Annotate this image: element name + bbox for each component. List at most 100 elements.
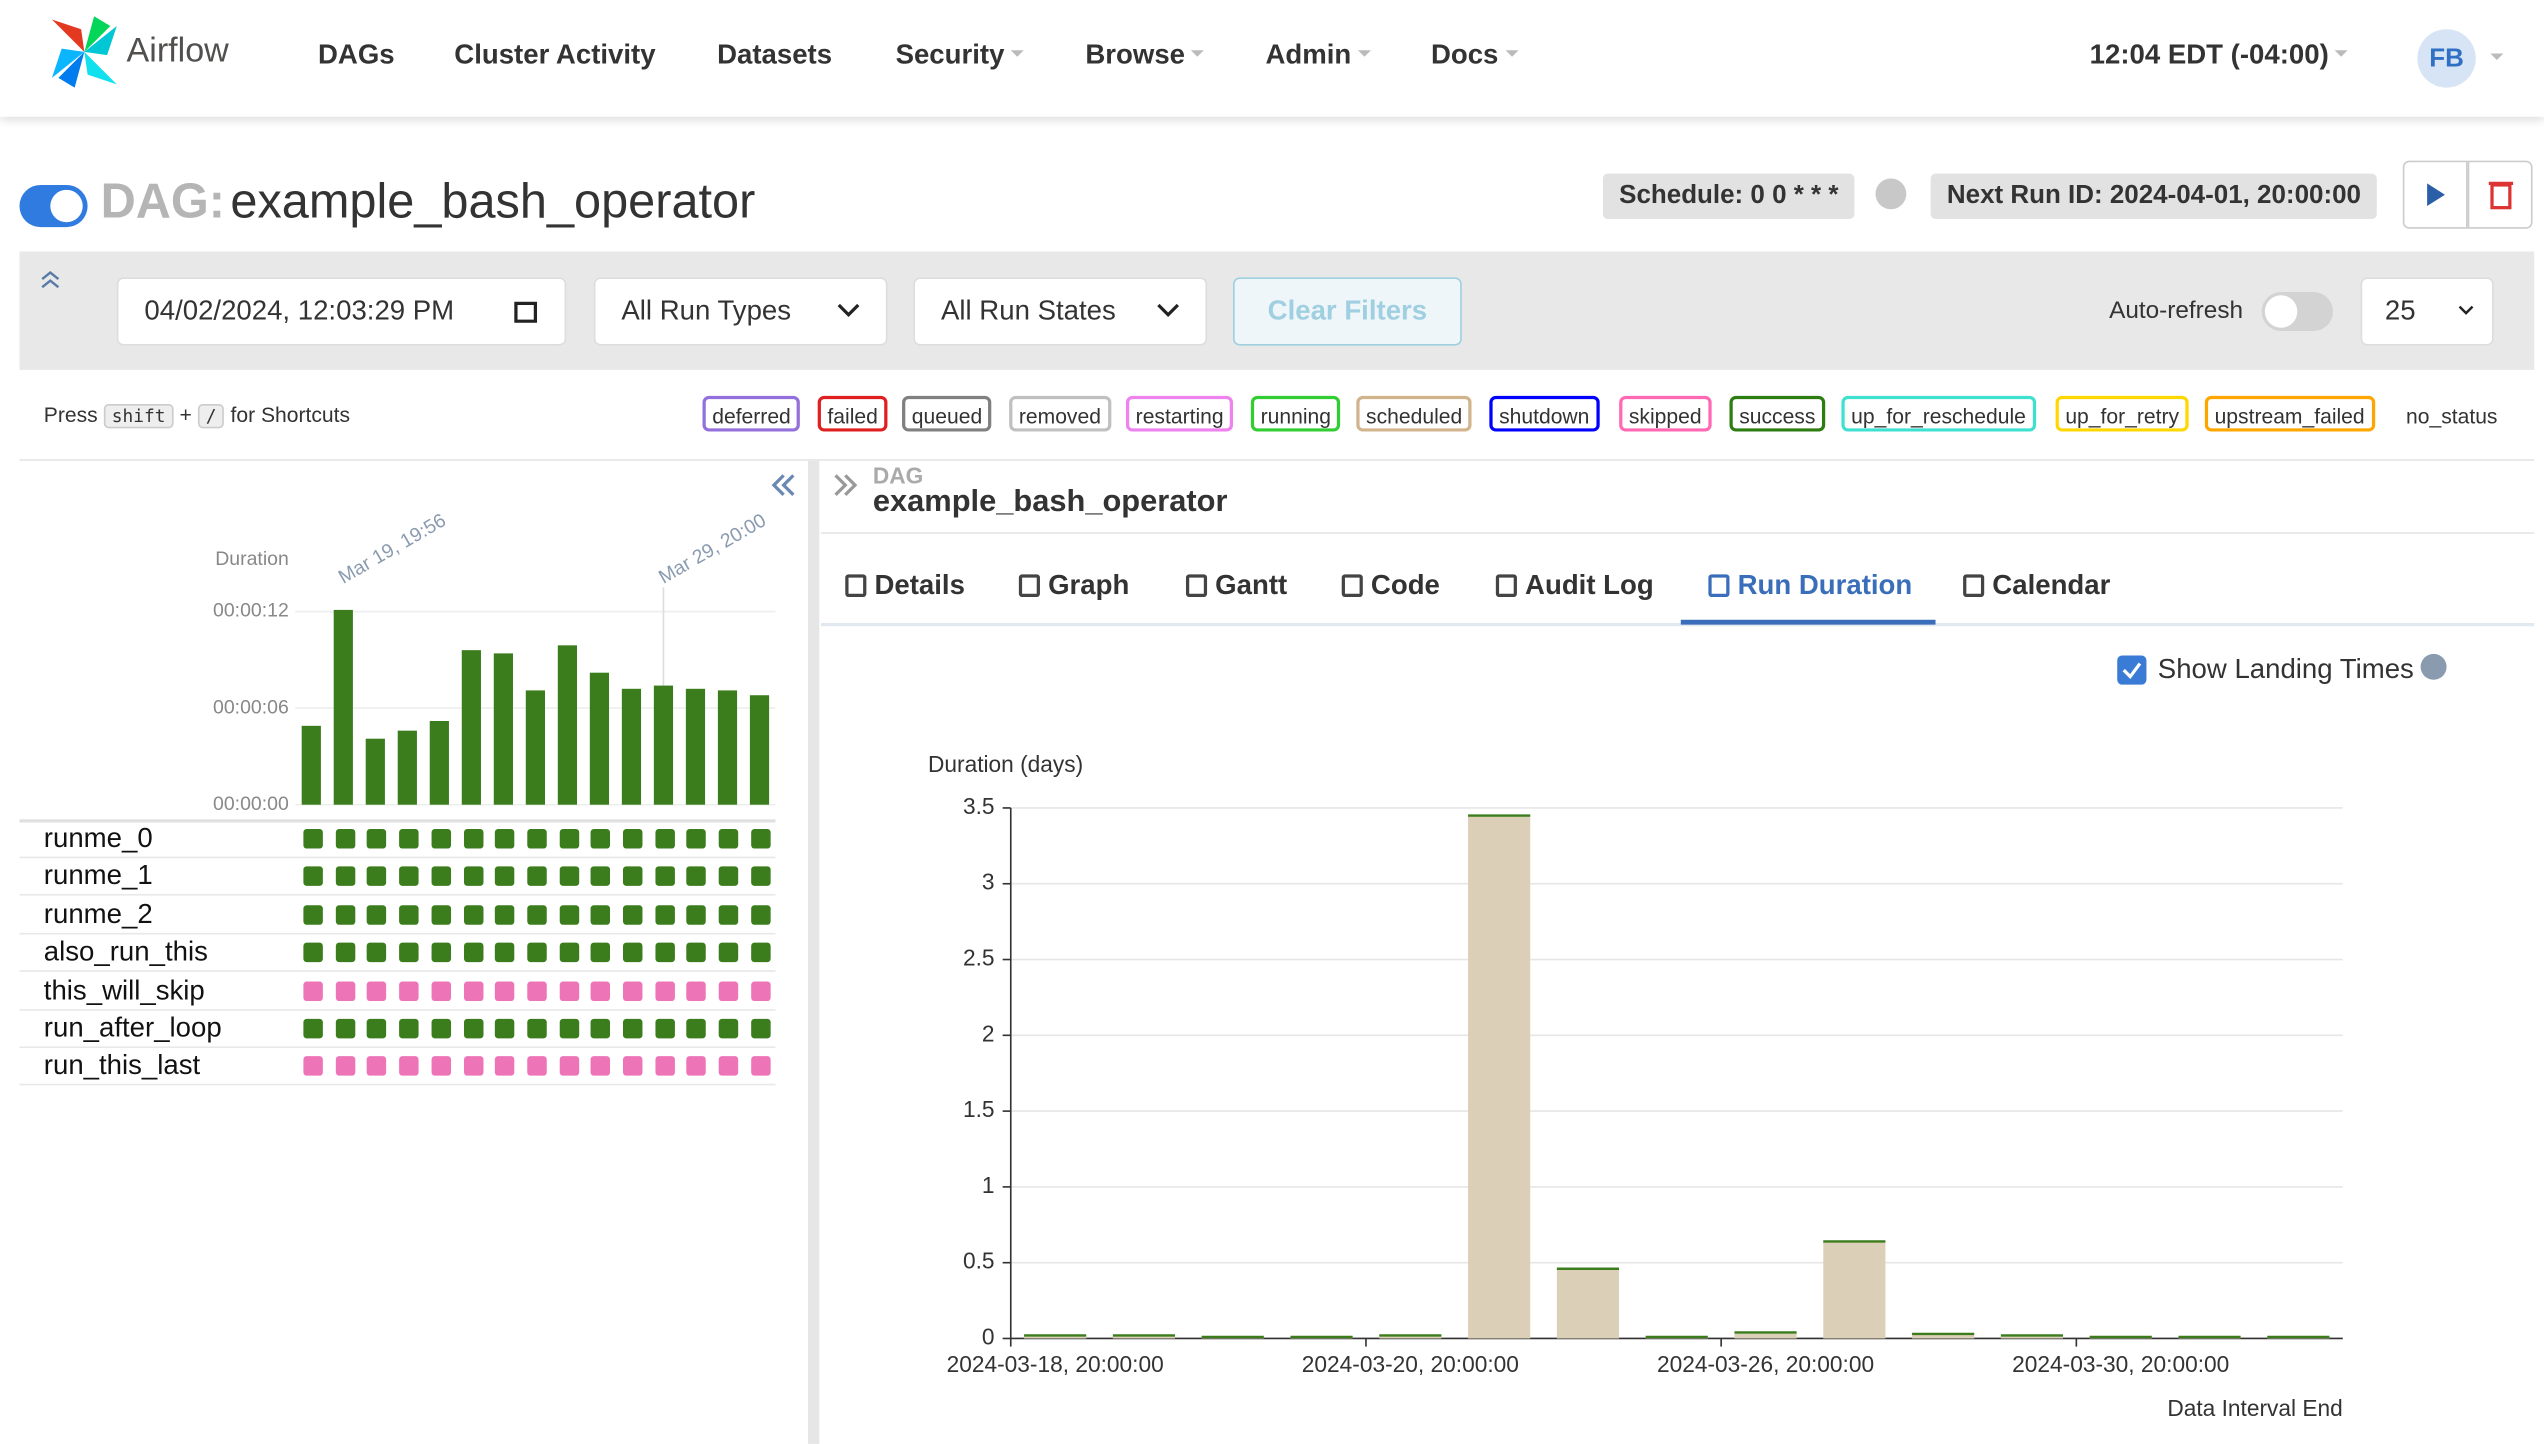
task-instance[interactable]	[687, 981, 706, 1000]
task-instance[interactable]	[431, 1019, 450, 1038]
tab[interactable]: Details	[874, 569, 964, 601]
task-instance[interactable]	[367, 981, 386, 1000]
tab[interactable]: Audit Log	[1525, 569, 1654, 601]
task-instance[interactable]	[623, 1019, 642, 1038]
task-name[interactable]: runme_2	[44, 898, 153, 930]
task-name[interactable]: run_this_last	[44, 1050, 200, 1082]
task-instance[interactable]	[751, 1019, 770, 1038]
task-instance[interactable]	[367, 1057, 386, 1076]
task-instance[interactable]	[655, 943, 674, 962]
task-instance[interactable]	[559, 981, 578, 1000]
task-instance[interactable]	[719, 981, 738, 1000]
task-instance[interactable]	[751, 943, 770, 962]
task-instance[interactable]	[559, 1019, 578, 1038]
task-instance[interactable]	[495, 943, 514, 962]
task-instance[interactable]	[335, 1057, 354, 1076]
task-instance[interactable]	[367, 867, 386, 886]
tab[interactable]: Calendar	[1992, 569, 2110, 601]
task-instance[interactable]	[303, 867, 322, 886]
task-instance[interactable]	[431, 943, 450, 962]
task-instance[interactable]	[719, 1019, 738, 1038]
task-instance[interactable]	[687, 943, 706, 962]
task-instance[interactable]	[527, 981, 546, 1000]
task-instance[interactable]	[431, 905, 450, 924]
task-instance[interactable]	[687, 1057, 706, 1076]
tab[interactable]: Gantt	[1215, 569, 1287, 601]
task-instance[interactable]	[623, 905, 642, 924]
task-instance[interactable]	[495, 981, 514, 1000]
task-instance[interactable]	[591, 867, 610, 886]
task-instance[interactable]	[655, 829, 674, 848]
task-instance[interactable]	[751, 905, 770, 924]
task-instance[interactable]	[527, 943, 546, 962]
task-instance[interactable]	[687, 905, 706, 924]
task-instance[interactable]	[367, 829, 386, 848]
task-instance[interactable]	[495, 1057, 514, 1076]
task-instance[interactable]	[527, 1057, 546, 1076]
task-instance[interactable]	[335, 905, 354, 924]
task-instance[interactable]	[335, 1019, 354, 1038]
task-instance[interactable]	[751, 829, 770, 848]
task-instance[interactable]	[687, 829, 706, 848]
task-instance[interactable]	[623, 943, 642, 962]
task-instance[interactable]	[431, 829, 450, 848]
task-instance[interactable]	[591, 981, 610, 1000]
task-instance[interactable]	[463, 943, 482, 962]
task-instance[interactable]	[559, 1057, 578, 1076]
task-instance[interactable]	[463, 829, 482, 848]
task-instance[interactable]	[367, 943, 386, 962]
task-instance[interactable]	[559, 829, 578, 848]
task-instance[interactable]	[303, 1057, 322, 1076]
task-instance[interactable]	[463, 1019, 482, 1038]
task-instance[interactable]	[431, 981, 450, 1000]
task-instance[interactable]	[591, 829, 610, 848]
task-instance[interactable]	[655, 1057, 674, 1076]
task-instance[interactable]	[527, 867, 546, 886]
task-instance[interactable]	[623, 867, 642, 886]
task-instance[interactable]	[655, 867, 674, 886]
task-instance[interactable]	[303, 905, 322, 924]
task-instance[interactable]	[719, 905, 738, 924]
task-instance[interactable]	[719, 867, 738, 886]
task-name[interactable]: run_after_loop	[44, 1012, 222, 1044]
task-instance[interactable]	[303, 1019, 322, 1038]
task-instance[interactable]	[335, 829, 354, 848]
task-instance[interactable]	[559, 943, 578, 962]
task-instance[interactable]	[527, 905, 546, 924]
task-instance[interactable]	[399, 905, 418, 924]
task-instance[interactable]	[303, 829, 322, 848]
task-instance[interactable]	[495, 867, 514, 886]
task-instance[interactable]	[623, 1057, 642, 1076]
task-instance[interactable]	[431, 867, 450, 886]
task-instance[interactable]	[527, 829, 546, 848]
task-instance[interactable]	[687, 1019, 706, 1038]
task-instance[interactable]	[367, 1019, 386, 1038]
task-instance[interactable]	[591, 905, 610, 924]
task-instance[interactable]	[623, 981, 642, 1000]
task-instance[interactable]	[463, 905, 482, 924]
task-instance[interactable]	[399, 981, 418, 1000]
task-instance[interactable]	[751, 1057, 770, 1076]
task-instance[interactable]	[719, 943, 738, 962]
task-instance[interactable]	[591, 943, 610, 962]
task-name[interactable]: runme_1	[44, 861, 153, 893]
task-instance[interactable]	[719, 829, 738, 848]
task-instance[interactable]	[335, 981, 354, 1000]
task-instance[interactable]	[527, 1019, 546, 1038]
task-instance[interactable]	[431, 1057, 450, 1076]
task-instance[interactable]	[399, 829, 418, 848]
task-instance[interactable]	[463, 867, 482, 886]
task-instance[interactable]	[655, 981, 674, 1000]
task-instance[interactable]	[719, 1057, 738, 1076]
task-instance[interactable]	[367, 905, 386, 924]
task-name[interactable]: runme_0	[44, 823, 153, 855]
task-instance[interactable]	[591, 1019, 610, 1038]
task-instance[interactable]	[303, 981, 322, 1000]
task-instance[interactable]	[399, 1057, 418, 1076]
tab[interactable]: Code	[1371, 569, 1440, 601]
task-instance[interactable]	[335, 867, 354, 886]
task-instance[interactable]	[559, 905, 578, 924]
task-instance[interactable]	[751, 867, 770, 886]
task-instance[interactable]	[591, 1057, 610, 1076]
task-instance[interactable]	[495, 905, 514, 924]
